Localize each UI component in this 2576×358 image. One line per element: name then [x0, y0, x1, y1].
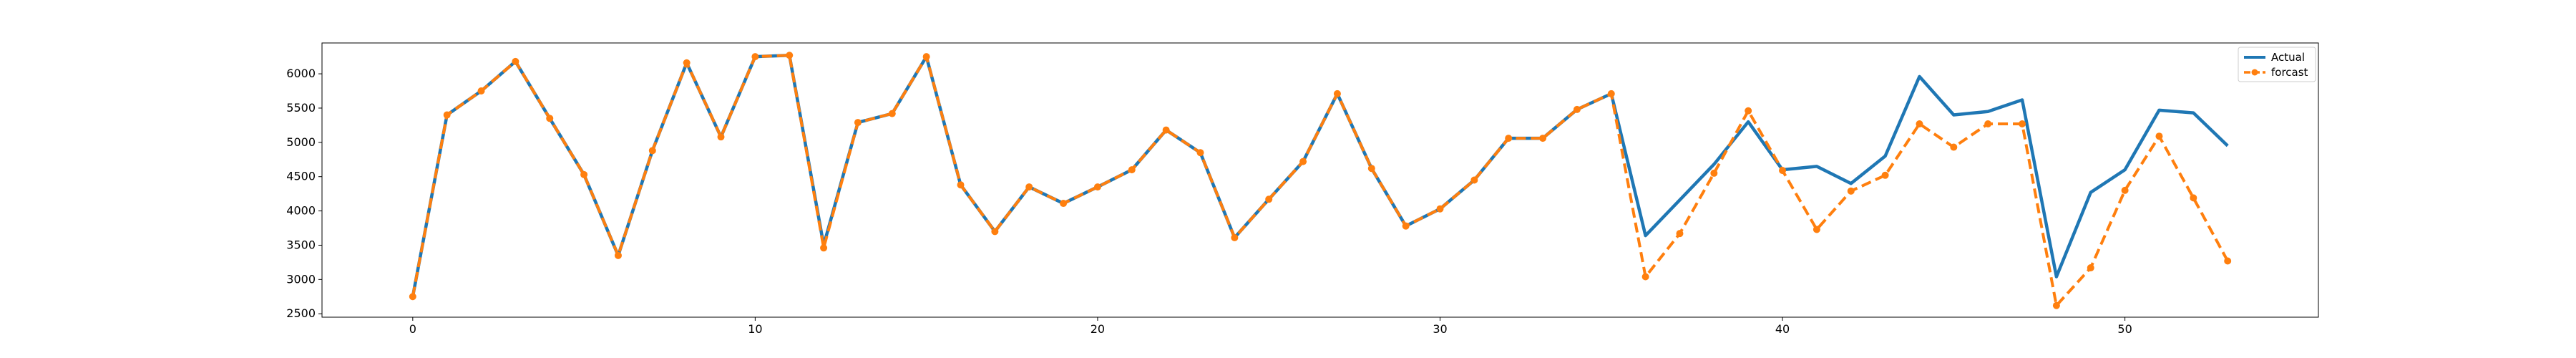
data-point-forcast	[2087, 264, 2094, 272]
legend-label-actual: Actual	[2271, 51, 2305, 64]
data-point-forcast	[1196, 149, 1204, 157]
data-point-forcast	[2190, 194, 2197, 202]
data-point-forcast	[1470, 176, 1478, 184]
x-axis: 0 10 20 30 40 50	[409, 317, 2132, 336]
y-tick-label: 2500	[286, 306, 316, 320]
data-point-forcast	[1676, 230, 1684, 238]
series-line-forcast	[411, 54, 2229, 307]
data-point-forcast	[922, 53, 930, 61]
data-point-forcast	[1847, 187, 1855, 195]
data-point-forcast	[1025, 183, 1033, 191]
data-point-forcast	[888, 110, 896, 117]
data-point-forcast	[991, 228, 999, 236]
data-point-forcast	[1436, 205, 1444, 213]
data-point-forcast	[2155, 132, 2163, 140]
data-point-forcast	[717, 133, 725, 141]
data-point-forcast	[1299, 158, 1307, 165]
x-tick-label: 20	[1091, 322, 1105, 336]
data-point-forcast	[683, 59, 691, 67]
x-tick-label: 40	[1775, 322, 1790, 336]
data-point-forcast	[1539, 135, 1547, 142]
x-tick-label: 0	[409, 322, 416, 336]
data-point-forcast	[1093, 183, 1101, 191]
data-point-forcast	[1265, 195, 1273, 203]
data-point-forcast	[1813, 226, 1820, 233]
data-point-forcast	[1779, 167, 1787, 175]
data-point-forcast	[2224, 257, 2232, 265]
data-point-forcast	[2121, 186, 2129, 194]
data-point-forcast	[1984, 120, 1992, 127]
data-point-forcast	[1231, 233, 1239, 241]
data-point-forcast	[854, 119, 862, 127]
data-point-forcast	[1333, 90, 1341, 97]
y-tick-label: 3000	[286, 272, 316, 286]
data-point-forcast	[786, 52, 794, 59]
data-point-forcast	[1710, 169, 1718, 177]
x-tick-label: 10	[748, 322, 762, 336]
data-point-forcast	[751, 53, 759, 61]
y-tick-label: 4500	[286, 170, 316, 183]
y-tick-label: 5000	[286, 135, 316, 149]
data-point-forcast	[1607, 90, 1615, 97]
series-lines	[411, 53, 2229, 307]
data-point-forcast	[2019, 120, 2026, 127]
data-point-forcast	[1402, 222, 1410, 230]
legend: Actual forcast	[2238, 47, 2316, 82]
data-point-forcast	[1367, 165, 1375, 173]
y-tick-label: 4000	[286, 204, 316, 218]
data-point-forcast	[477, 87, 485, 95]
data-point-forcast	[580, 170, 588, 178]
data-point-forcast	[1060, 200, 1068, 208]
data-point-forcast	[1573, 105, 1581, 113]
y-tick-label: 3500	[286, 238, 316, 251]
data-point-forcast	[1128, 166, 1136, 174]
data-point-forcast	[957, 181, 965, 189]
legend-label-forcast: forcast	[2271, 66, 2308, 79]
y-tick-label: 6000	[286, 67, 316, 80]
x-tick-label: 50	[2117, 322, 2132, 336]
data-point-forcast	[512, 57, 519, 65]
data-point-forcast	[2052, 301, 2060, 309]
data-point-forcast	[1881, 171, 1889, 179]
data-point-forcast	[546, 115, 554, 122]
plot-frame	[321, 42, 2319, 318]
y-axis: 2500 3000 3500 4000 4500 5000 5500 6000	[286, 67, 322, 320]
data-point-forcast	[1162, 126, 1170, 134]
data-point-forcast	[820, 244, 828, 252]
data-point-forcast	[409, 293, 416, 301]
data-point-forcast	[648, 147, 656, 155]
data-point-forcast	[1745, 107, 1752, 115]
series-markers	[409, 52, 2232, 309]
data-point-forcast	[1641, 273, 1649, 281]
data-point-forcast	[1916, 120, 1923, 127]
data-point-forcast	[443, 111, 451, 119]
data-point-forcast	[614, 251, 622, 259]
x-tick-label: 30	[1433, 322, 1447, 336]
data-point-forcast	[1950, 143, 1958, 151]
data-point-forcast	[1505, 135, 1513, 142]
series-line-actual	[411, 53, 2229, 297]
y-tick-label: 5500	[286, 101, 316, 115]
legend-marker-forcast	[2251, 69, 2258, 76]
